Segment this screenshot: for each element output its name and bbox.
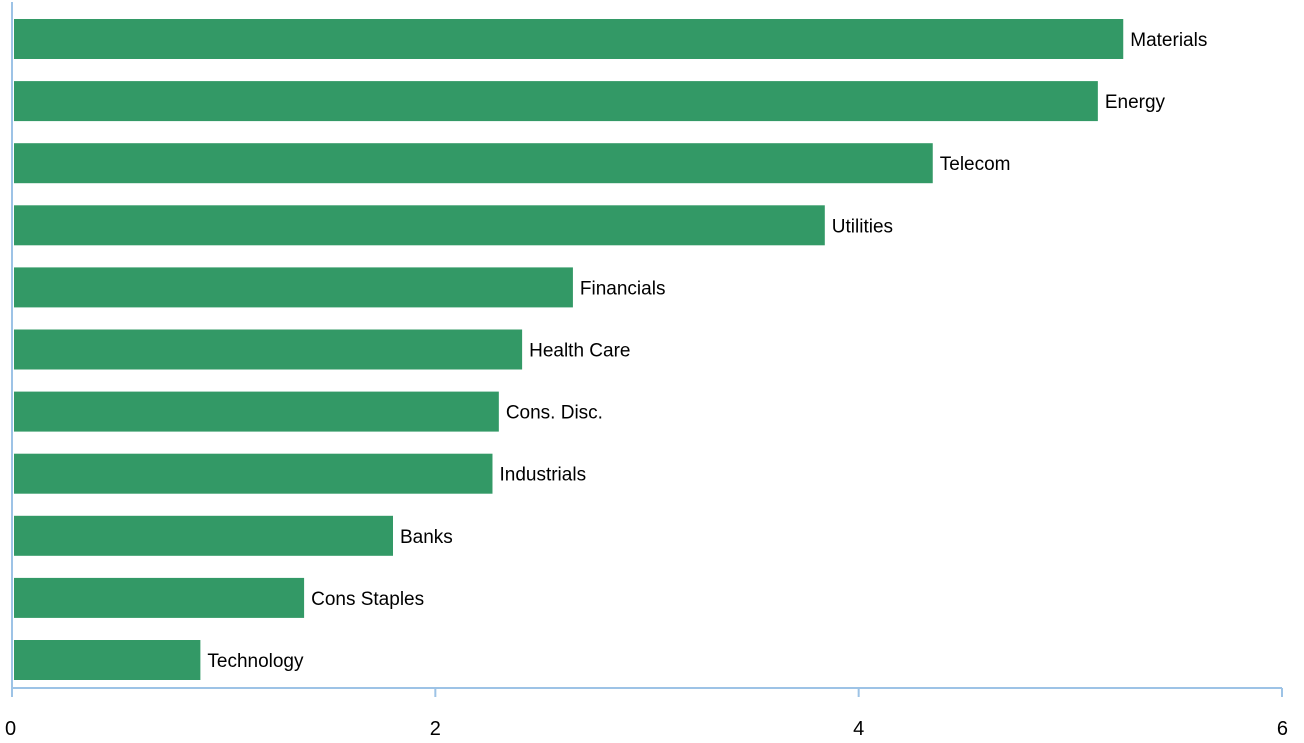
- bar-labels-group: Materials Energy Telecom Utilities Financial…: [207, 30, 1207, 672]
- x-tick-label: 2: [430, 718, 441, 740]
- bar-cons-staples: [14, 577, 305, 618]
- bar-technology: [14, 640, 201, 680]
- bar-label-banks: Banks: [400, 527, 453, 548]
- bar-label-financials: Financials: [580, 278, 666, 299]
- x-tick-label: 4: [853, 718, 864, 740]
- bar-banks: [14, 515, 393, 556]
- bar-utilities: [14, 205, 825, 246]
- bar-label-technology: Technology: [207, 651, 304, 672]
- bar-cons-disc: [14, 391, 499, 432]
- bar-label-industrials: Industrials: [499, 465, 586, 486]
- x-tick-label: 0: [5, 718, 16, 740]
- bar-health-care: [14, 329, 523, 370]
- bar-label-cons-staples: Cons Staples: [311, 589, 424, 610]
- bar-label-health-care: Health Care: [529, 341, 630, 362]
- bars-group: [14, 19, 1124, 680]
- x-tick-label: 6: [1277, 718, 1288, 740]
- bar-label-utilities: Utilities: [832, 216, 893, 237]
- bar-label-telecom: Telecom: [940, 154, 1011, 175]
- bar-label-energy: Energy: [1105, 92, 1166, 113]
- bar-industrials: [14, 453, 493, 494]
- bar-label-materials: Materials: [1130, 30, 1207, 51]
- bar-materials: [14, 19, 1124, 59]
- bar-label-cons-disc: Cons. Disc.: [506, 403, 603, 424]
- bar-energy: [14, 81, 1098, 122]
- bar-telecom: [14, 143, 933, 184]
- bar-financials: [14, 267, 573, 308]
- x-axis-ticks: 0 2 4 6: [5, 688, 1288, 740]
